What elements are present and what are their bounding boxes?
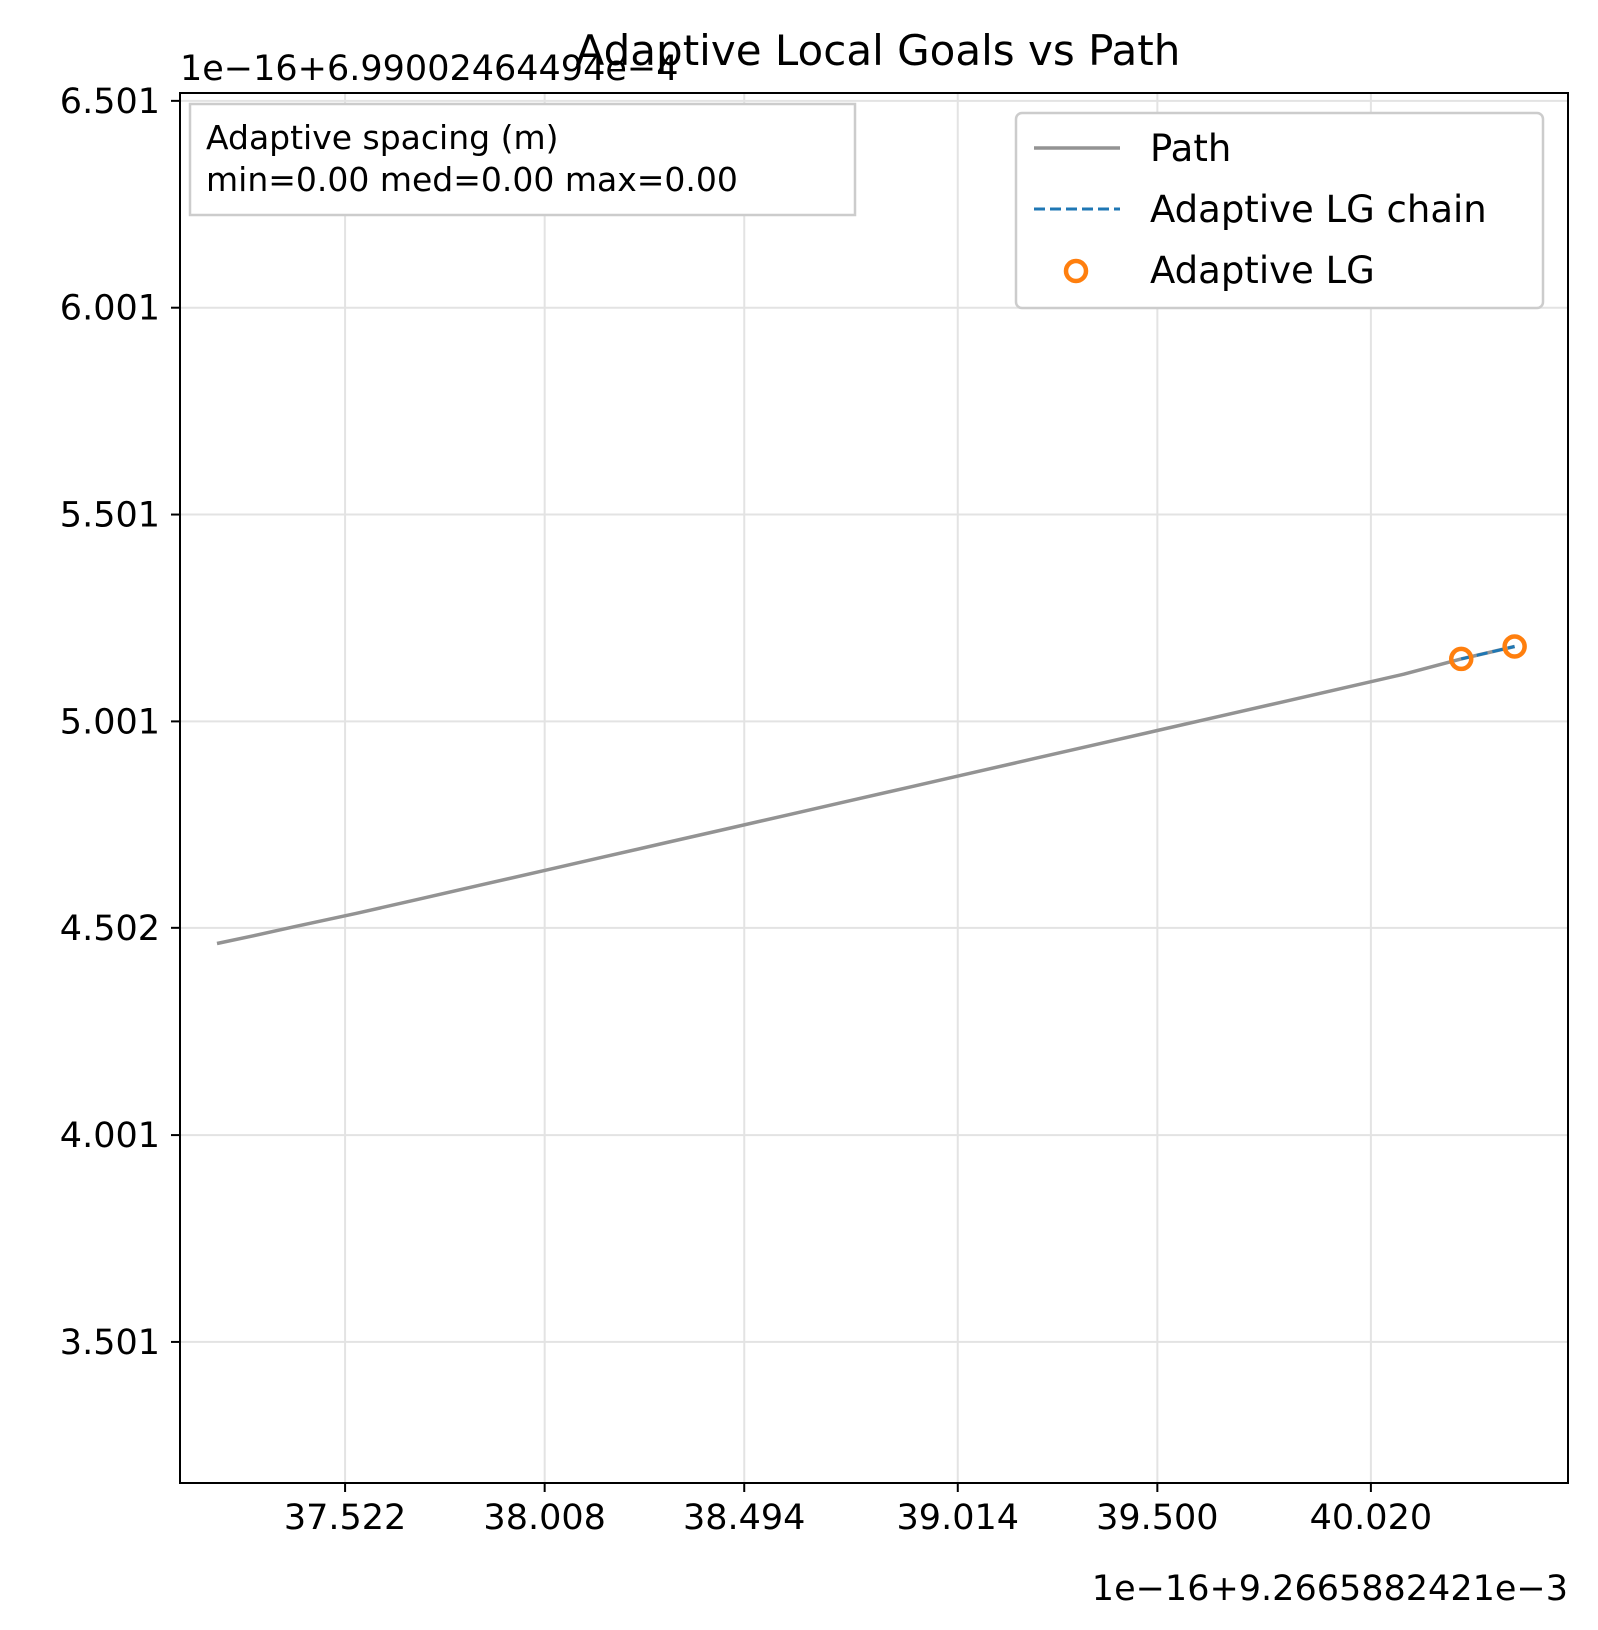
x-tick-label: 39.500 — [1096, 1498, 1218, 1538]
legend: Path Adaptive LG chain Adaptive LG — [1014, 111, 1545, 310]
plot-series — [216, 634, 1527, 946]
legend-lg-swatch — [1063, 258, 1089, 284]
x-tick-label: 38.008 — [483, 1498, 605, 1538]
x-tick-label: 40.020 — [1310, 1498, 1432, 1538]
legend-path-label: Path — [1150, 127, 1231, 170]
y-tick-label: 6.001 — [60, 289, 160, 329]
y-tick-label: 5.501 — [60, 496, 160, 536]
y-tick-label: 4.502 — [60, 909, 160, 949]
path-line — [216, 644, 1515, 946]
adaptive-lg-marker — [1448, 646, 1474, 672]
annotation-box: Adaptive spacing (m) min=0.00 med=0.00 m… — [188, 102, 857, 217]
annotation-frame — [188, 102, 857, 217]
y-tick-label: 4.001 — [60, 1116, 160, 1156]
y-tick-label: 3.501 — [60, 1323, 160, 1363]
grid — [180, 93, 1568, 1483]
x-tick-label: 38.494 — [683, 1498, 805, 1538]
adaptive-lg-marker — [1502, 634, 1527, 659]
y-tick-label: 5.001 — [60, 702, 160, 742]
legend-chain-label: Adaptive LG chain — [1150, 188, 1487, 231]
y-offset-label: 1e−16+6.99002464494e−4 — [180, 49, 678, 89]
axis-ticks: 37.522 38.008 38.494 39.014 39.500 40.020 3.50… — [60, 82, 1432, 1538]
x-offset-label: 1e−16+9.2665882421e−3 — [1092, 1569, 1568, 1609]
annotation-line-2: min=0.00 med=0.00 max=0.00 — [206, 160, 738, 199]
chart-title: Adaptive Local Goals vs Path — [576, 26, 1181, 75]
annotation-line-1: Adaptive spacing (m) — [206, 118, 558, 157]
x-tick-label: 37.522 — [284, 1498, 406, 1538]
y-tick-label: 6.501 — [60, 82, 160, 122]
legend-frame — [1014, 111, 1545, 310]
legend-lg-label: Adaptive LG — [1150, 249, 1375, 292]
plot-frame — [179, 92, 1569, 1484]
x-tick-label: 39.014 — [897, 1498, 1019, 1538]
